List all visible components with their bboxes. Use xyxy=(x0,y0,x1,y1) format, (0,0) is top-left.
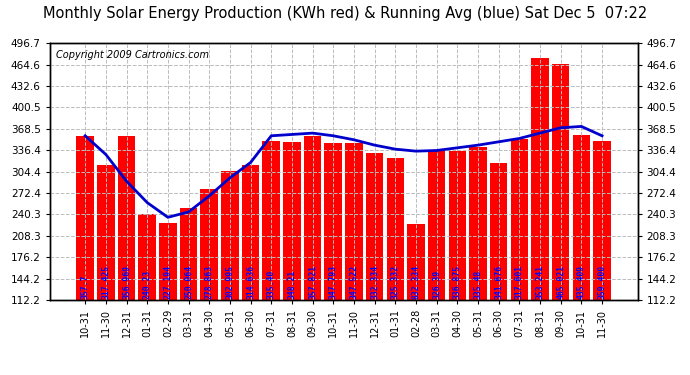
Bar xyxy=(593,141,611,300)
Text: 227.194: 227.194 xyxy=(164,264,172,298)
Text: 348.21: 348.21 xyxy=(288,269,297,298)
Bar xyxy=(324,142,342,300)
Text: 359.400: 359.400 xyxy=(598,264,607,298)
Text: 317.601: 317.601 xyxy=(515,264,524,298)
Bar xyxy=(139,214,156,300)
Text: 347.522: 347.522 xyxy=(349,264,359,298)
Text: 240.23: 240.23 xyxy=(143,269,152,298)
Bar xyxy=(386,158,404,300)
Bar xyxy=(552,64,569,300)
Text: 341.676: 341.676 xyxy=(494,264,503,298)
Text: 336.875: 336.875 xyxy=(453,264,462,298)
Bar xyxy=(304,136,322,300)
Text: 314.636: 314.636 xyxy=(246,264,255,298)
Text: 317.425: 317.425 xyxy=(101,264,110,298)
Bar xyxy=(221,171,239,300)
Bar xyxy=(573,135,590,300)
Bar xyxy=(241,165,259,300)
Text: 302.995: 302.995 xyxy=(226,264,235,298)
Text: 278.863: 278.863 xyxy=(205,264,214,298)
Bar xyxy=(531,58,549,300)
Text: 335.40: 335.40 xyxy=(267,269,276,298)
Text: 357.7: 357.7 xyxy=(81,274,90,298)
Bar xyxy=(511,139,528,300)
Text: 356.969: 356.969 xyxy=(122,264,131,298)
Text: 250.064: 250.064 xyxy=(184,264,193,298)
Text: 347.793: 347.793 xyxy=(328,264,338,298)
Text: 326.39: 326.39 xyxy=(432,269,441,298)
Bar xyxy=(77,136,94,300)
Bar xyxy=(283,142,301,300)
Bar xyxy=(448,151,466,300)
Bar xyxy=(407,224,425,300)
Text: Copyright 2009 Cartronics.com: Copyright 2009 Cartronics.com xyxy=(56,50,208,60)
Bar xyxy=(262,141,280,300)
Bar xyxy=(345,143,363,300)
Text: 832.334: 832.334 xyxy=(411,264,420,298)
Text: 332.334: 332.334 xyxy=(370,264,379,298)
Bar xyxy=(428,150,446,300)
Bar xyxy=(490,163,507,300)
Bar xyxy=(469,147,486,300)
Bar xyxy=(180,208,197,300)
Text: 357.821: 357.821 xyxy=(308,264,317,298)
Text: Monthly Solar Energy Production (KWh red) & Running Avg (blue) Sat Dec 5  07:22: Monthly Solar Energy Production (KWh red… xyxy=(43,6,647,21)
Text: 435.409: 435.409 xyxy=(577,264,586,298)
Text: 353.241: 353.241 xyxy=(535,264,544,298)
Bar xyxy=(97,165,115,300)
Bar xyxy=(201,189,218,300)
Bar xyxy=(366,153,384,300)
Bar xyxy=(118,136,135,300)
Bar xyxy=(159,223,177,300)
Text: 325.332: 325.332 xyxy=(391,264,400,298)
Text: 465.021: 465.021 xyxy=(556,264,565,298)
Text: 335.48: 335.48 xyxy=(473,269,482,298)
